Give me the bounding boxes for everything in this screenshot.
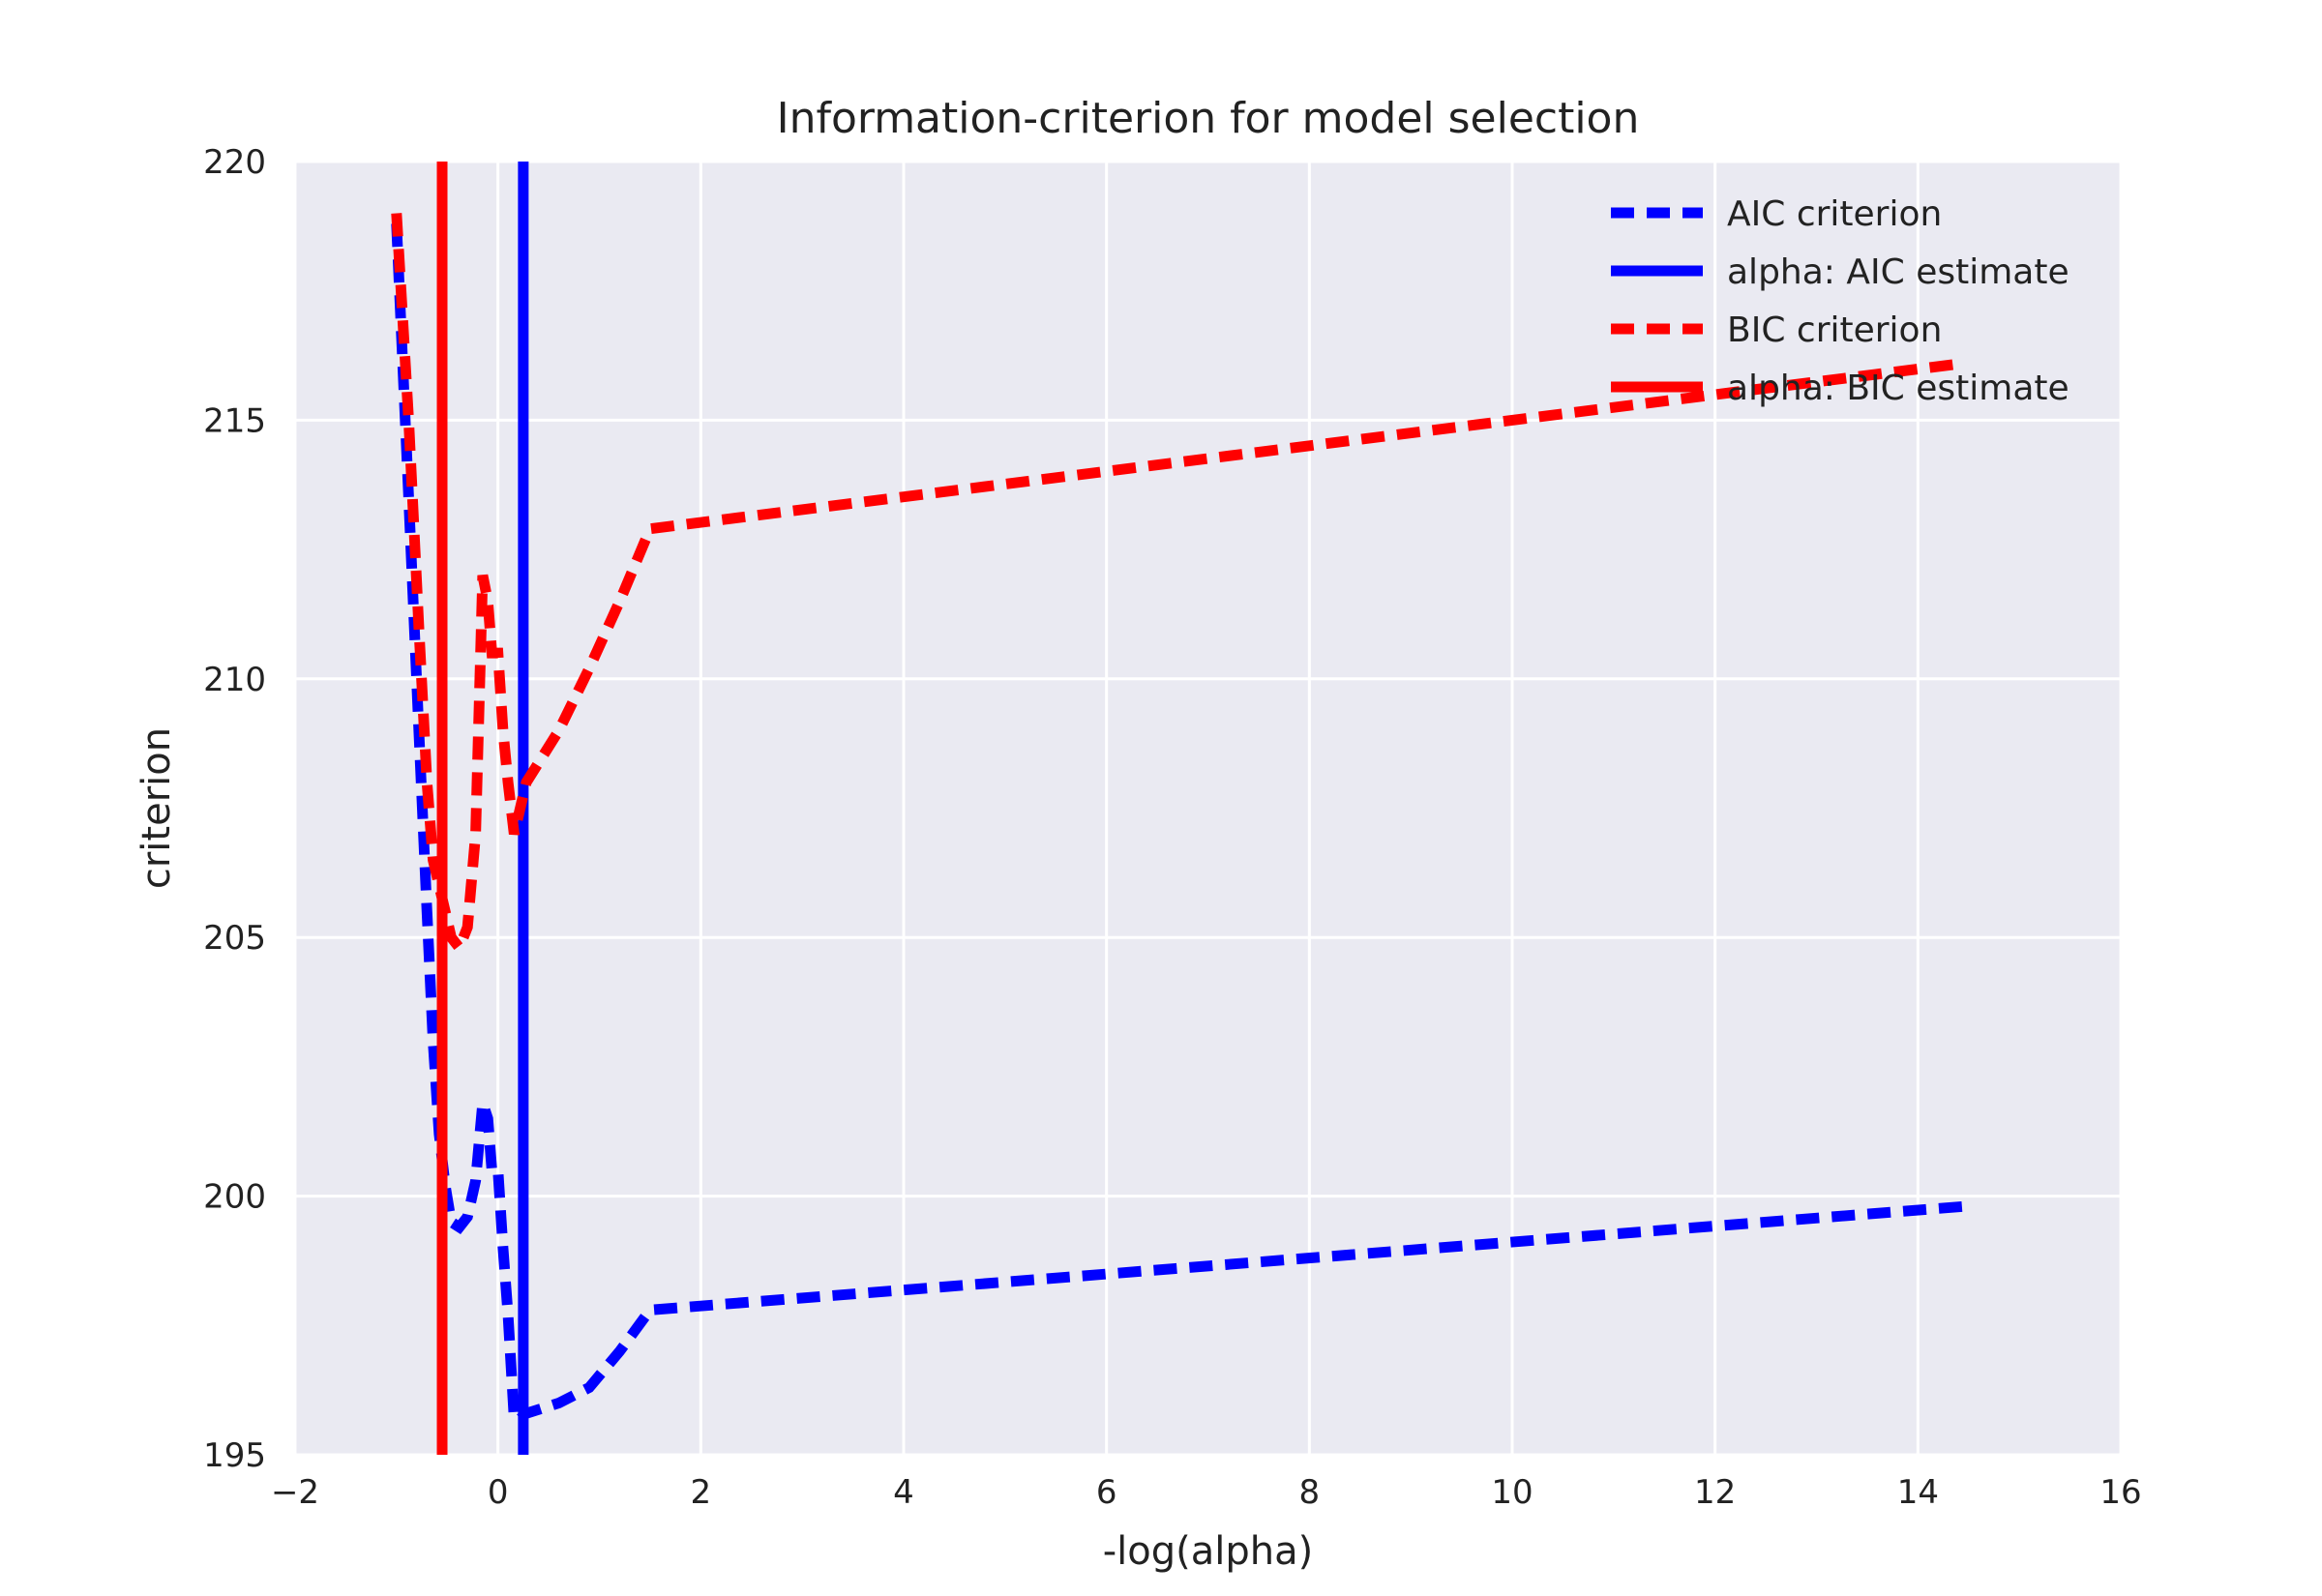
grid (293, 160, 2123, 1457)
series-group (391, 162, 1965, 1455)
legend-label: alpha: BIC estimate (1727, 369, 2069, 408)
x-tick-label: 10 (1491, 1473, 1533, 1512)
legend-label: AIC criterion (1727, 194, 1942, 234)
y-tick-label: 195 (203, 1436, 266, 1475)
x-tick-label: 4 (893, 1473, 914, 1512)
y-tick-label: 200 (203, 1178, 266, 1217)
x-tick-label: 0 (488, 1473, 509, 1512)
x-tick-labels: −2 0 2 4 6 8 10 12 14 16 (271, 1473, 2142, 1512)
chart-title: Information-criterion for model selectio… (777, 94, 1640, 143)
x-tick-label: −2 (271, 1473, 319, 1512)
y-tick-label: 205 (203, 919, 266, 958)
legend-label: BIC criterion (1727, 310, 1942, 350)
x-tick-label: 2 (691, 1473, 712, 1512)
y-tick-labels: 195 200 205 210 215 220 (203, 143, 266, 1475)
x-tick-label: 12 (1694, 1473, 1736, 1512)
y-axis-title: criterion (134, 727, 179, 889)
series-line (391, 213, 1965, 959)
series-line (391, 222, 1964, 1425)
x-tick-label: 6 (1096, 1473, 1117, 1512)
x-axis-title: -log(alpha) (1103, 1529, 1314, 1574)
x-tick-label: 14 (1897, 1473, 1939, 1512)
legend: AIC criterion alpha: AIC estimate BIC crit… (1611, 194, 2069, 408)
y-tick-label: 210 (203, 661, 266, 699)
x-tick-label: 16 (2099, 1473, 2141, 1512)
legend-label: alpha: AIC estimate (1727, 252, 2069, 292)
y-tick-label: 215 (203, 401, 266, 440)
plot-background (295, 162, 2121, 1455)
y-tick-label: 220 (203, 143, 266, 182)
x-tick-label: 8 (1299, 1473, 1321, 1512)
